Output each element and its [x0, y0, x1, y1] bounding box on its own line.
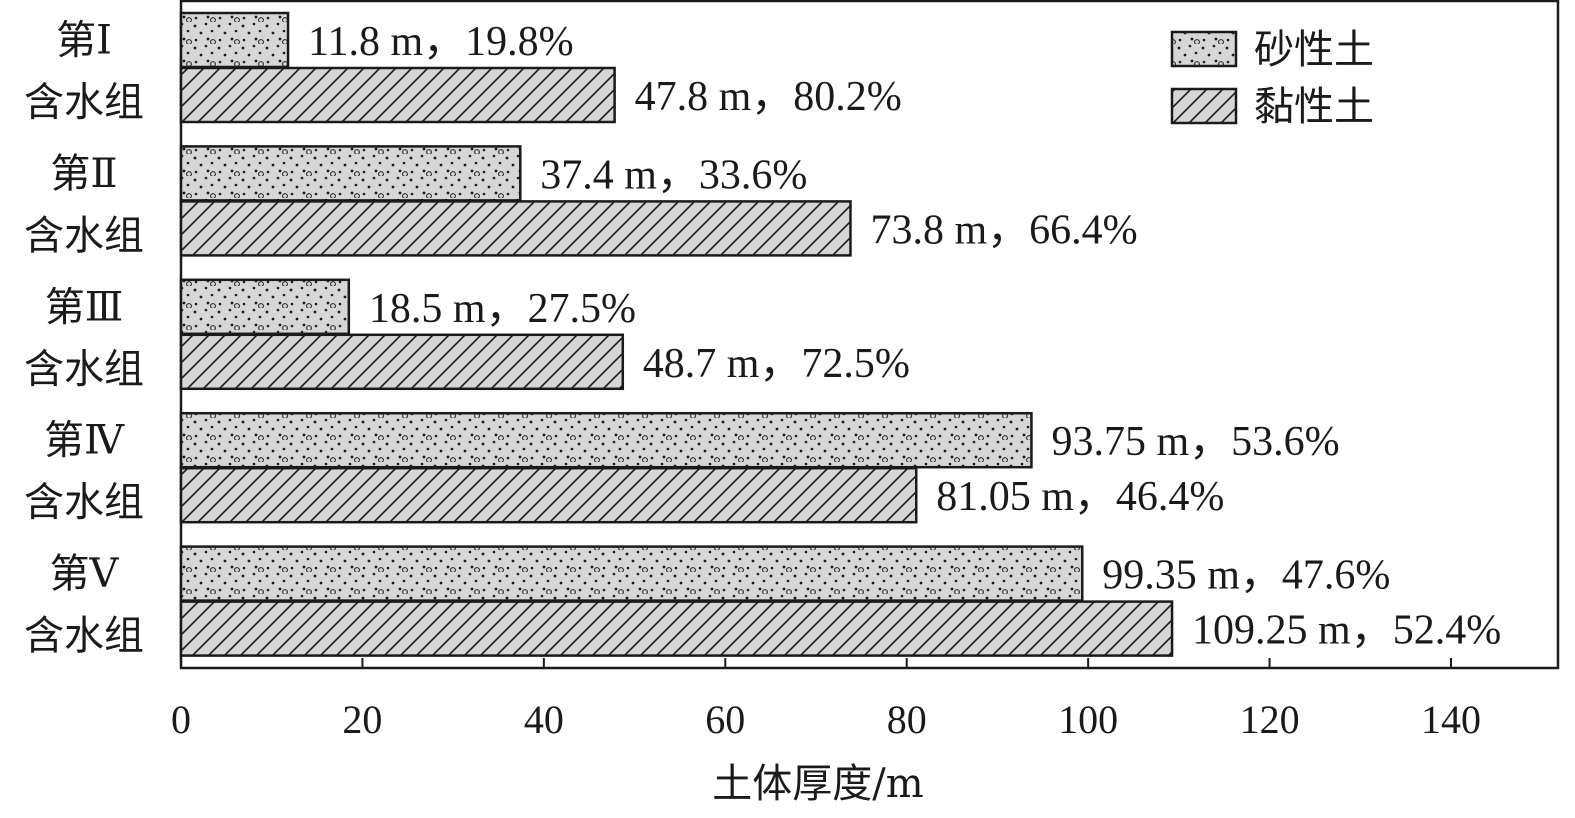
bar-clay-2	[179, 200, 852, 257]
category-label-line2: 含水组	[24, 346, 144, 392]
x-tick-label: 120	[1240, 697, 1300, 742]
x-tick-label: 20	[342, 697, 382, 742]
x-tick-label: 0	[171, 697, 191, 742]
bar-sandy-4	[179, 411, 1033, 469]
category-label-line1: 第Ⅱ	[50, 151, 117, 197]
bar-value-label: 48.7 m，72.5%	[643, 341, 910, 387]
bar-value-label: 18.5 m，27.5%	[369, 286, 636, 332]
x-tick-label: 80	[887, 697, 927, 742]
bar-clay-5	[179, 600, 1174, 657]
bar-value-label: 93.75 m，53.6%	[1051, 419, 1339, 465]
category-label-line2: 含水组	[24, 480, 144, 526]
bar-value-label: 81.05 m，46.4%	[936, 474, 1224, 520]
legend-swatch-sandy	[1170, 30, 1238, 68]
x-axis-title: 土体厚度/m	[712, 761, 923, 807]
bar-clay-1	[179, 66, 616, 124]
x-tick-label: 100	[1058, 697, 1118, 742]
bar-clay-3	[179, 333, 625, 391]
category-label-line2: 含水组	[24, 80, 144, 126]
bar-value-label: 99.35 m，47.6%	[1102, 553, 1390, 599]
bar-value-label: 11.8 m，19.8%	[308, 19, 574, 65]
x-tick-label: 40	[524, 697, 564, 742]
x-tick-label: 60	[705, 697, 745, 742]
legend-label-clay: 黏性土	[1254, 84, 1374, 130]
bar-sandy-5	[179, 545, 1084, 602]
legend-swatch-clay	[1170, 87, 1238, 125]
bar-sandy-3	[179, 278, 351, 336]
bar-sandy-1	[179, 11, 290, 69]
bar-value-label: 73.8 m，66.4%	[870, 207, 1137, 253]
bar-clay-4	[179, 466, 918, 524]
legend-label-sandy: 砂性土	[1254, 27, 1374, 73]
category-label-line1: 第Ⅰ	[56, 18, 112, 64]
bar-value-label: 47.8 m，80.2%	[635, 74, 902, 120]
category-label-line2: 含水组	[24, 213, 144, 259]
x-tick-label: 140	[1421, 697, 1481, 742]
category-label-line2: 含水组	[24, 613, 144, 659]
bar-value-label: 37.4 m，33.6%	[540, 152, 807, 198]
category-label-line1: 第Ⅳ	[44, 418, 125, 464]
category-label-line1: 第Ⅴ	[50, 551, 120, 597]
bar-sandy-2	[179, 145, 522, 202]
category-label-line1: 第Ⅲ	[45, 284, 124, 330]
bar-value-label: 109.25 m，52.4%	[1192, 608, 1501, 654]
